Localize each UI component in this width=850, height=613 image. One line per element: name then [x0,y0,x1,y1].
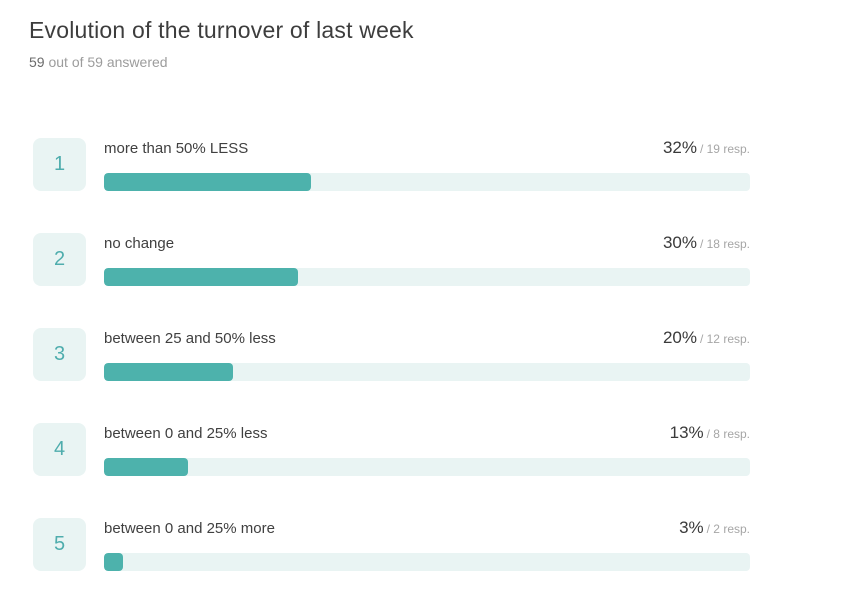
answer-bar-track [104,268,750,286]
answer-row-content: between 0 and 25% more 3%/ 2 resp. [104,518,750,571]
answer-row: 4 between 0 and 25% less 13%/ 8 resp. [33,423,750,476]
answer-row-head: between 0 and 25% less 13%/ 8 resp. [104,422,750,445]
answer-bar-track [104,553,750,571]
answered-summary-text: out of 59 answered [44,53,168,70]
answer-percent: 3% [679,518,704,537]
answer-stats: 30%/ 18 resp. [663,232,750,255]
question-title: Evolution of the turnover of last week [29,17,414,43]
answer-responses: / 12 resp. [699,332,750,346]
answer-row-head: no change 30%/ 18 resp. [104,232,750,255]
survey-results-page: Evolution of the turnover of last week 5… [0,0,850,571]
answer-stats: 13%/ 8 resp. [670,422,750,445]
answer-stats: 20%/ 12 resp. [663,327,750,350]
answer-percent: 30% [662,233,697,252]
answer-row-content: more than 50% LESS 32%/ 19 resp. [104,138,750,191]
answered-count: 59 [29,53,45,70]
answer-bar-fill [104,363,234,381]
rank-badge: 3 [33,328,86,381]
answer-row-head: more than 50% LESS 32%/ 19 resp. [104,137,750,160]
answer-label: no change [104,235,175,252]
answer-row-content: between 0 and 25% less 13%/ 8 resp. [104,423,750,476]
results-header: Evolution of the turnover of last week 5… [0,0,850,70]
answered-summary: 59 out of 59 answered [29,54,850,70]
answer-row-content: no change 30%/ 18 resp. [104,233,750,286]
answer-stats: 32%/ 19 resp. [663,137,750,160]
results-list: 1 more than 50% LESS 32%/ 19 resp. 2 no … [33,138,750,613]
answer-row: 3 between 25 and 50% less 20%/ 12 resp. [33,328,750,381]
answer-bar-fill [104,268,298,286]
answer-responses: / 19 resp. [699,142,750,156]
answer-percent: 20% [662,328,697,347]
answer-responses: / 8 resp. [706,427,750,441]
answer-stats: 3%/ 2 resp. [679,517,750,540]
rank-badge: 1 [33,138,86,191]
rank-badge: 2 [33,233,86,286]
answer-bar-fill [104,173,311,191]
answer-bar-track [104,173,750,191]
answer-label: between 25 and 50% less [104,330,276,347]
answer-row: 1 more than 50% LESS 32%/ 19 resp. [33,138,750,191]
answer-label: more than 50% LESS [104,140,249,157]
rank-badge: 4 [33,423,86,476]
answer-bar-fill [104,553,124,571]
answer-bar-track [104,458,750,476]
answer-row-head: between 0 and 25% more 3%/ 2 resp. [104,517,750,540]
answer-row-content: between 25 and 50% less 20%/ 12 resp. [104,328,750,381]
answer-row-head: between 25 and 50% less 20%/ 12 resp. [104,327,750,350]
answer-percent: 32% [662,138,697,157]
answer-bar-fill [104,458,188,476]
answer-bar-track [104,363,750,381]
answer-responses: / 18 resp. [699,237,750,251]
rank-badge: 5 [33,518,86,571]
answer-label: between 0 and 25% less [104,425,268,442]
answer-row: 2 no change 30%/ 18 resp. [33,233,750,286]
answer-label: between 0 and 25% more [104,520,275,537]
answer-row: 5 between 0 and 25% more 3%/ 2 resp. [33,518,750,571]
answer-responses: / 2 resp. [706,522,750,536]
answer-percent: 13% [669,423,704,442]
